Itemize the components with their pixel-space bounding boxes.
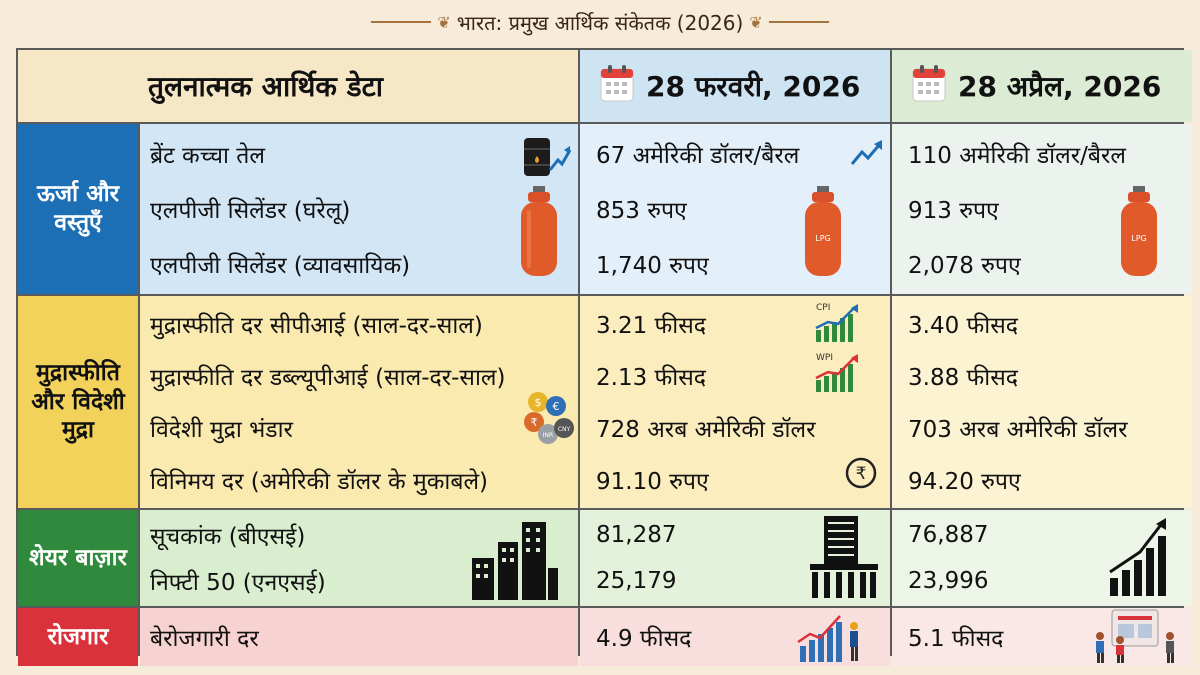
column-header-apr: 28 अप्रैल, 2026 <box>892 50 1192 122</box>
values-apr-inflation: 3.40 फीसद 3.88 फीसद 703 अरब अमेरिकी डॉलर… <box>892 296 1192 508</box>
left-ornament-icon: ❦ <box>365 13 451 32</box>
page-title: भारत: प्रमुख आर्थिक संकेतक (2026) <box>456 10 744 35</box>
values-apr-employment: 5.1 फीसद <box>892 608 1192 666</box>
date-apr-label: 28 अप्रैल, 2026 <box>958 70 1162 103</box>
values-apr-energy: 110 अमेरिकी डॉलर/बैरल 913 रुपए 2,078 रुप… <box>892 124 1192 294</box>
currency-coins-icon: $ € ₹ INR CNY <box>522 388 576 454</box>
value-cell: 3.40 फीसद <box>908 313 1018 339</box>
currency-euro-label: € <box>553 400 560 413</box>
svg-text:₹: ₹ <box>856 464 867 484</box>
wpi-chart-icon: WPI <box>812 350 862 400</box>
value-cell: 91.10 रुपए <box>596 469 709 495</box>
lpg-label: LPG <box>1131 234 1146 243</box>
item-label: सूचकांक (बीएसई) <box>150 524 306 550</box>
values-apr-share-market: 76,887 23,996 <box>892 510 1192 606</box>
item-label: एलपीजी सिलेंडर (घरेलू) <box>150 197 351 224</box>
value-cell: 2.13 फीसद <box>596 365 706 391</box>
table-corner-title: तुलनात्मक आर्थिक डेटा <box>18 50 578 122</box>
items-share-market: सूचकांक (बीएसई) निफ्टी 50 (एनएसई) <box>140 510 578 606</box>
cpi-chart-icon: CPI <box>812 300 862 350</box>
date-feb-label: 28 फरवरी, 2026 <box>646 70 861 103</box>
items-inflation: मुद्रास्फीति दर सीपीआई (साल-दर-साल) मुद्… <box>140 296 578 508</box>
item-label: मुद्रास्फीति दर सीपीआई (साल-दर-साल) <box>150 313 483 339</box>
rising-bar-chart-icon <box>1106 516 1168 606</box>
item-label: बेरोजगारी दर <box>150 626 259 652</box>
trend-up-icon <box>850 138 884 174</box>
value-cell: 3.21 फीसद <box>596 313 706 339</box>
currency-rupee-label: ₹ <box>531 416 538 429</box>
calendar-icon <box>600 64 634 109</box>
lpg-cylinder-icon: LPG <box>802 186 844 288</box>
calendar-icon <box>912 64 946 109</box>
lpg-label: LPG <box>815 234 830 243</box>
category-label: रोजगार <box>47 623 109 650</box>
category-employment: रोजगार <box>18 608 138 666</box>
cpi-label: CPI <box>816 303 830 313</box>
value-cell: 853 रुपए <box>596 197 687 224</box>
stock-exchange-building-icon <box>806 514 882 606</box>
currency-inr-label: INR <box>543 432 553 439</box>
category-label: शेयर बाज़ार <box>29 544 127 571</box>
job-seekers-icon <box>1090 608 1180 666</box>
item-label: एलपीजी सिलेंडर (व्यावसायिक) <box>150 253 411 280</box>
item-label: ब्रेंट कच्चा तेल <box>150 142 265 169</box>
value-cell: 4.9 फीसद <box>596 626 692 652</box>
category-inflation: मुद्रास्फीति और विदेशी मुद्रा <box>18 296 138 508</box>
value-cell: 76,887 <box>908 522 989 548</box>
category-label: मुद्रास्फीति और विदेशी मुद्रा <box>31 359 125 444</box>
value-cell: 23,996 <box>908 568 989 594</box>
city-buildings-icon <box>470 518 560 606</box>
column-header-feb: 28 फरवरी, 2026 <box>580 50 890 122</box>
value-cell: 728 अरब अमेरिकी डॉलर <box>596 417 816 443</box>
currency-cny-label: CNY <box>558 426 571 433</box>
lpg-cylinder-icon <box>518 186 560 288</box>
value-cell: 94.20 रुपए <box>908 469 1021 495</box>
right-ornament-icon: ❦ <box>749 13 834 32</box>
category-label: ऊर्जा और वस्तुएँ <box>36 181 120 236</box>
rupee-exchange-icon: ₹ <box>844 456 878 496</box>
item-label: विनिमय दर (अमेरिकी डॉलर के मुकाबले) <box>150 469 489 495</box>
items-employment: बेरोजगारी दर <box>140 608 578 666</box>
currency-dollar-label: $ <box>535 396 542 409</box>
value-cell: 110 अमेरिकी डॉलर/बैरल <box>908 142 1126 169</box>
value-cell: 5.1 फीसद <box>908 626 1004 652</box>
corner-label: तुलनात्मक आर्थिक डेटा <box>148 70 383 103</box>
value-cell: 81,287 <box>596 522 677 548</box>
values-feb-inflation: 3.21 फीसद 2.13 फीसद 728 अरब अमेरिकी डॉलर… <box>580 296 890 508</box>
page-header: ❦ भारत: प्रमुख आर्थिक संकेतक (2026) ❦ <box>0 0 1200 44</box>
lpg-cylinder-icon: LPG <box>1118 186 1160 288</box>
oil-barrel-icon <box>520 130 572 188</box>
value-cell: 3.88 फीसद <box>908 365 1018 391</box>
values-feb-share-market: 81,287 25,179 <box>580 510 890 606</box>
comparison-table: तुलनात्मक आर्थिक डेटा 28 फरवरी, 2026 28 … <box>16 48 1192 666</box>
values-feb-employment: 4.9 फीसद <box>580 608 890 666</box>
item-label: विदेशी मुद्रा भंडार <box>150 417 293 443</box>
values-feb-energy: 67 अमेरिकी डॉलर/बैरल 853 रुपए 1,740 रुपए… <box>580 124 890 294</box>
value-cell: 67 अमेरिकी डॉलर/बैरल <box>596 142 800 169</box>
item-label: मुद्रास्फीति दर डब्ल्यूपीआई (साल-दर-साल) <box>150 365 506 391</box>
value-cell: 25,179 <box>596 568 677 594</box>
category-share-market: शेयर बाज़ार <box>18 510 138 606</box>
value-cell: 913 रुपए <box>908 197 999 224</box>
value-cell: 2,078 रुपए <box>908 253 1021 280</box>
category-energy: ऊर्जा और वस्तुएँ <box>18 124 138 294</box>
wpi-label: WPI <box>816 353 833 363</box>
value-cell: 703 अरब अमेरिकी डॉलर <box>908 417 1128 443</box>
growth-chart-person-icon <box>796 610 866 666</box>
value-cell: 1,740 रुपए <box>596 253 709 280</box>
item-label: निफ्टी 50 (एनएसई) <box>150 570 326 596</box>
items-energy: ब्रेंट कच्चा तेल एलपीजी सिलेंडर (घरेलू) … <box>140 124 578 294</box>
